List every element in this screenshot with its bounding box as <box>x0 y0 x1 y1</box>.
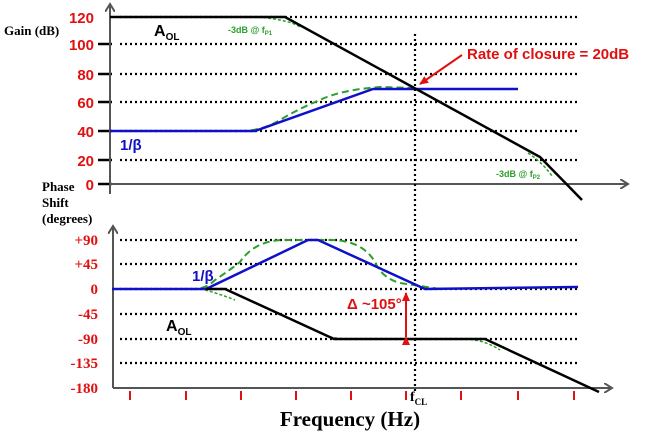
phase-tick-0: 0 <box>91 282 99 298</box>
phase-tick-plus45: +45 <box>74 257 98 273</box>
gain-tick-80: 80 <box>77 67 94 84</box>
aol-fp2-rolloff-curve <box>527 152 553 177</box>
gain-tick-100: 100 <box>69 37 94 54</box>
gain-axis-label: Gain (dB) <box>4 23 59 38</box>
gain-tick-40: 40 <box>77 124 94 141</box>
beta-gain-line <box>110 87 518 133</box>
phase-margin-label: Δ ~105° <box>347 296 402 313</box>
aol-phase-curve-1 <box>204 289 236 301</box>
aol-gain-line <box>110 15 583 201</box>
phase-axis-label: Phase Shift (degrees) <box>42 179 92 226</box>
beta-phase-label: 1/β <box>192 268 214 285</box>
phase-tick-minus45: -45 <box>78 307 98 323</box>
gain-tick-0: 0 <box>86 177 94 194</box>
gain-tick-120: 120 <box>69 10 94 27</box>
phase-plot: Phase Shift (degrees) +90 +45 0 -45 -90 … <box>42 179 612 431</box>
gain-plot: Gain (dB) 120 100 80 60 40 20 0 <box>4 4 629 201</box>
phase-tick-minus180: -180 <box>71 381 99 397</box>
aol-fp1-rolloff-curve <box>257 16 301 28</box>
gain-tick-60: 60 <box>77 95 94 112</box>
frequency-tick-marks <box>129 391 575 400</box>
aol-phase-line <box>206 287 600 394</box>
beta-gain-label: 1/β <box>120 137 142 154</box>
rate-of-closure-arrow <box>419 54 463 85</box>
beta-gain-actual-curve <box>239 85 417 132</box>
fp1-label: -3dB @ fP1 <box>228 25 273 37</box>
fcl-label: fCL <box>410 390 427 407</box>
aol-gain-label: AOL <box>154 23 179 43</box>
phase-tick-minus135: -135 <box>71 356 99 372</box>
gain-tick-20: 20 <box>77 153 94 170</box>
fp2-label: -3dB @ fP2 <box>496 169 541 181</box>
rate-of-closure-label: Rate of closure = 20dB <box>467 46 629 63</box>
aol-phase-label: AOL <box>166 318 191 338</box>
beta-phase-line <box>112 238 579 291</box>
gain-gridlines <box>120 15 580 162</box>
phase-tick-plus90: +90 <box>74 233 98 249</box>
frequency-axis-label: Frequency (Hz) <box>280 407 420 431</box>
phase-tick-minus90: -90 <box>78 332 98 348</box>
